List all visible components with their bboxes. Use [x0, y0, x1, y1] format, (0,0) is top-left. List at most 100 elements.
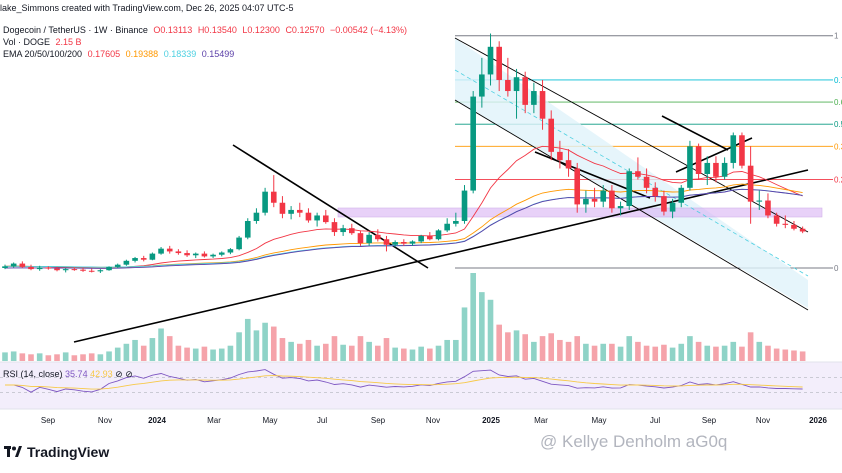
volume-bar-4 — [36, 353, 43, 361]
candle-body-14 — [123, 260, 130, 265]
candle-body-79 — [687, 146, 693, 188]
fibonacci-levels: 1 0.7 0.6 0.5 0.3 0.2 0 — [455, 32, 842, 273]
time-axis-tick-10: May — [591, 416, 606, 425]
candle-body-28 — [244, 220, 251, 238]
candle-body-25 — [218, 252, 225, 255]
candle-body-30 — [262, 191, 268, 213]
volume-bar-8 — [71, 355, 78, 361]
volume-bar-59 — [513, 330, 520, 361]
volume-bar-7 — [62, 352, 69, 361]
candle-body-0 — [2, 266, 8, 268]
volume-bar-90 — [782, 349, 789, 361]
volume-bar-79 — [687, 336, 693, 361]
volume-bar-62 — [539, 336, 546, 361]
volume-bar-20 — [175, 345, 182, 361]
time-axis-tick-2: 2024 — [148, 416, 166, 425]
candle-body-77 — [669, 202, 676, 212]
ema-100-value: 0.18339 — [163, 49, 197, 59]
volume-bar-34 — [296, 343, 303, 361]
candle-body-50 — [435, 230, 442, 240]
rsi-ma-value: 42.93 — [90, 369, 113, 379]
candle-body-40 — [349, 228, 355, 234]
volume-bar-49 — [427, 348, 433, 361]
candle-body-18 — [158, 248, 164, 254]
volume-bar-43 — [375, 345, 381, 361]
symbol-name[interactable]: Dogecoin / TetherUS · 1W · Binance — [3, 25, 148, 35]
volume-value: 2.15 B — [55, 37, 82, 47]
volume-bar-2 — [19, 353, 26, 361]
candle-body-9 — [80, 269, 86, 271]
settings-icon[interactable]: ⊘ — [125, 369, 133, 379]
volume-bar-3 — [28, 354, 34, 361]
volume-bar-33 — [288, 341, 294, 361]
candle-body-54 — [470, 96, 476, 191]
volume-bar-19 — [166, 336, 173, 361]
time-axis-tick-4: May — [262, 416, 277, 425]
volume-bar-73 — [635, 341, 641, 361]
time-axis-tick-5: Jul — [317, 416, 327, 425]
volume-bar-16 — [140, 345, 147, 361]
candle-body-11 — [97, 270, 104, 272]
volume-bar-42 — [366, 341, 372, 361]
candle-body-2 — [19, 263, 26, 267]
candle-body-86 — [747, 165, 754, 202]
candle-body-29 — [253, 212, 260, 221]
ema-50-value: 0.19388 — [125, 49, 159, 59]
candle-body-49 — [427, 235, 433, 240]
candle-body-67 — [583, 198, 589, 205]
ema-200-value: 0.15499 — [201, 49, 235, 59]
rsi-ma-line — [5, 375, 803, 390]
candle-body-88 — [765, 200, 771, 216]
candle-body-26 — [227, 249, 234, 253]
candle-body-56 — [487, 46, 494, 75]
volume-bar-69 — [600, 343, 607, 361]
volume-bar-39 — [340, 344, 346, 361]
volume-bar-46 — [401, 348, 407, 361]
volume-bar-18 — [158, 328, 164, 361]
volume-label[interactable]: Vol · DOGE — [3, 37, 51, 47]
ema-legend: EMA 20/50/100/200 0.17605 0.19388 0.1833… — [3, 49, 237, 59]
candle-body-68 — [591, 198, 598, 202]
volume-bar-45 — [392, 347, 398, 361]
volume-bars — [2, 273, 806, 361]
eye-icon[interactable]: ⊘ — [115, 369, 123, 379]
volume-bar-11 — [97, 354, 104, 361]
candle-body-71 — [617, 206, 624, 209]
volume-bar-70 — [609, 343, 615, 361]
volume-bar-48 — [418, 346, 424, 361]
time-axis-tick-8: 2025 — [482, 416, 500, 425]
volume-bar-84 — [730, 341, 737, 361]
volume-bar-68 — [591, 345, 598, 361]
candle-body-12 — [106, 266, 112, 271]
volume-bar-72 — [626, 336, 633, 361]
volume-bar-37 — [322, 343, 329, 361]
time-axis-tick-13: Nov — [756, 416, 770, 425]
volume-bar-13 — [114, 347, 121, 361]
volume-bar-64 — [557, 339, 563, 361]
candle-body-5 — [45, 267, 52, 269]
volume-bar-22 — [192, 348, 199, 361]
rsi-value: 35.74 — [65, 369, 88, 379]
candle-body-82 — [713, 162, 719, 177]
ohlc-close: C0.12570 — [285, 25, 325, 35]
volume-bar-86 — [747, 332, 754, 361]
volume-bar-6 — [54, 354, 60, 361]
candle-body-85 — [739, 135, 745, 166]
volume-bar-21 — [184, 347, 190, 361]
volume-bar-89 — [773, 348, 780, 361]
ema-label[interactable]: EMA 20/50/100/200 — [3, 49, 83, 59]
volume-bar-63 — [548, 333, 555, 361]
rsi-label[interactable]: RSI (14, close) — [3, 369, 63, 379]
volume-bar-80 — [695, 341, 702, 361]
tradingview-logo: TradingView — [4, 444, 109, 460]
volume-bar-85 — [739, 346, 745, 361]
volume-bar-56 — [487, 299, 494, 361]
candle-body-63 — [548, 118, 555, 152]
candle-body-16 — [140, 258, 147, 260]
rsi-legend: RSI (14, close) 35.74 42.93 ⊘ ⊘ — [3, 369, 133, 380]
tradingview-logo-text: TradingView — [27, 444, 110, 460]
volume-bar-30 — [262, 322, 268, 361]
candle-body-46 — [401, 242, 407, 244]
candle-body-42 — [366, 234, 372, 244]
